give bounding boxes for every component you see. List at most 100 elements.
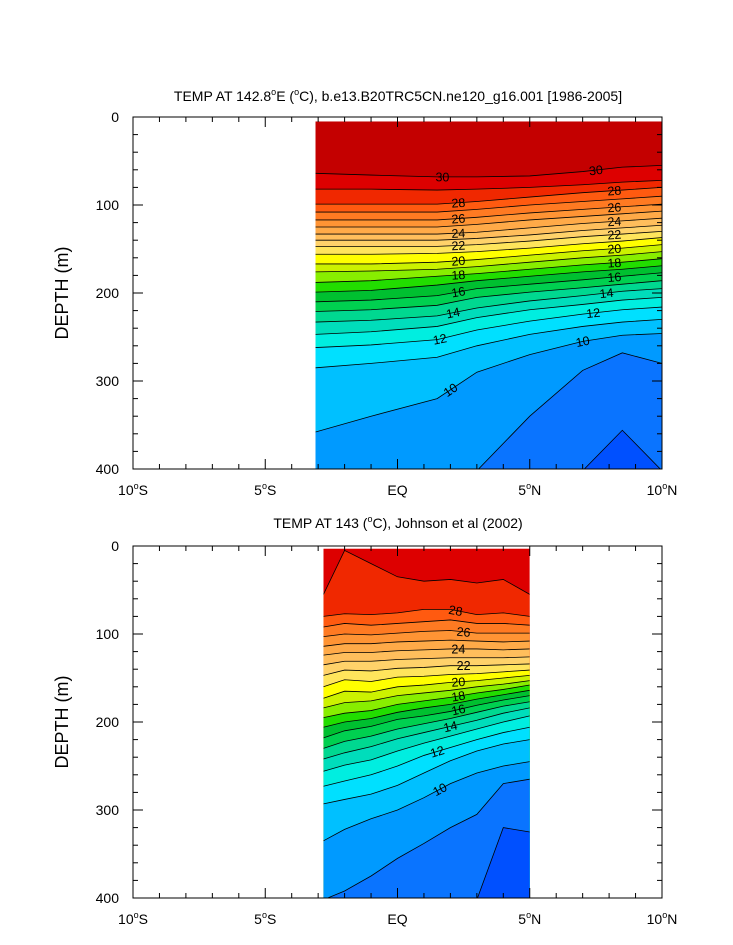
contour-label: 22 — [457, 659, 471, 673]
isotherm-line — [315, 306, 662, 348]
isotherm-line — [315, 195, 662, 213]
contour-label: 28 — [448, 603, 464, 619]
isotherm-line — [323, 680, 530, 709]
isotherm-line — [315, 217, 662, 235]
contour-label: 10 — [441, 381, 460, 400]
x-tick-label: 10oN — [647, 481, 678, 498]
panel-title: TEMP AT 142.8oE (oC), b.e13.B20TRC5CN.ne… — [174, 87, 622, 104]
contour-label: 22 — [607, 228, 622, 243]
isotherm-line — [326, 778, 530, 898]
contour-label: 24 — [607, 214, 622, 229]
y-axis-label: DEPTH (m) — [52, 247, 72, 340]
isotherm-line — [315, 272, 662, 303]
contour-label: 22 — [451, 239, 466, 254]
contour-label: 12 — [432, 331, 448, 347]
contour-label: 30 — [588, 163, 603, 178]
isotherm-line — [315, 280, 662, 312]
isotherm-line — [315, 319, 662, 369]
x-tick-label: 5oS — [254, 910, 276, 927]
contour-label: 12 — [586, 306, 601, 321]
isotherm-line — [323, 695, 530, 739]
contour-label: 24 — [451, 226, 466, 241]
isotherm-line — [323, 684, 530, 718]
isotherm-line — [315, 288, 662, 323]
x-tick-label: 10oS — [118, 481, 148, 498]
y-tick-label: 400 — [96, 890, 120, 906]
x-tick-label: 5oN — [518, 910, 541, 927]
y-tick-label: 200 — [96, 285, 120, 301]
x-tick-label: 10oN — [647, 910, 678, 927]
panel-title: TEMP AT 143 (oC), Johnson et al (2002) — [273, 514, 522, 531]
isotherm-line — [583, 429, 661, 470]
contour-label: 30 — [435, 170, 449, 184]
isotherm-line — [323, 648, 530, 656]
fill-band — [323, 779, 530, 898]
isotherm-line — [323, 656, 530, 666]
isotherm-line — [323, 715, 530, 772]
y-tick-label: 300 — [96, 373, 120, 389]
isotherm-line — [323, 726, 530, 787]
contour-label: 14 — [445, 305, 461, 321]
fill-band — [315, 352, 662, 470]
isotherm-line — [323, 739, 530, 805]
isotherm-line — [477, 827, 530, 898]
fill-band — [323, 827, 530, 898]
y-axis-label: DEPTH (m) — [52, 676, 72, 769]
contour-label: 16 — [450, 284, 466, 300]
y-tick-label: 300 — [96, 802, 120, 818]
x-tick-label: 10oS — [118, 910, 148, 927]
contour-label: 14 — [442, 718, 459, 735]
y-tick-label: 100 — [96, 626, 120, 642]
isotherm-line — [323, 689, 530, 728]
contour-label: 26 — [607, 200, 622, 215]
plot-area: 30 30282826262424222220201818161614141212… — [96, 109, 678, 498]
contour-label: 20 — [607, 242, 622, 257]
isotherm-line — [323, 761, 530, 842]
isotherm-line — [315, 203, 662, 221]
isotherm-line — [315, 333, 662, 433]
y-tick-label: 200 — [96, 714, 120, 730]
contour-label: 18 — [451, 268, 466, 283]
isotherm-line — [323, 669, 530, 688]
y-tick-label: 0 — [111, 109, 119, 125]
fill-band — [315, 430, 662, 470]
y-tick-label: 0 — [111, 538, 119, 554]
isotherm-line — [315, 297, 662, 335]
isotherm-line — [315, 265, 662, 293]
model-temperature-panel: TEMP AT 142.8oE (oC), b.e13.B20TRC5CN.ne… — [52, 87, 677, 498]
contour-label: 14 — [599, 286, 614, 301]
x-tick-label: EQ — [387, 911, 407, 927]
isotherm-line — [315, 258, 662, 283]
contour-label: 20 — [451, 675, 466, 690]
isotherm-line — [323, 663, 530, 676]
observed-temperature-panel: TEMP AT 143 (oC), Johnson et al (2002) 2… — [52, 514, 677, 927]
x-tick-label: 5oS — [254, 481, 276, 498]
isotherm-line — [315, 224, 662, 241]
isotherm-line — [315, 179, 662, 191]
contour-label: 16 — [450, 702, 467, 719]
isotherm-line — [315, 210, 662, 228]
line-group — [323, 549, 530, 898]
y-tick-label: 400 — [96, 461, 120, 477]
isotherm-line — [315, 251, 662, 273]
isotherm-line — [323, 674, 530, 699]
x-tick-label: 5oN — [518, 481, 541, 498]
isotherm-line — [323, 619, 530, 628]
isotherm-line — [323, 608, 530, 617]
isotherm-line — [477, 352, 662, 470]
isotherm-line — [315, 244, 662, 265]
contour-label: 28 — [607, 184, 622, 199]
contour-label: 10 — [431, 780, 450, 799]
contour-label: 10 — [575, 334, 591, 350]
isotherm-line — [323, 701, 530, 749]
y-tick-label: 100 — [96, 197, 120, 213]
isotherm-line — [315, 187, 662, 205]
contour-label: 18 — [450, 688, 466, 704]
fill-group — [323, 548, 530, 898]
contour-label: 28 — [451, 196, 466, 211]
isotherm-line — [315, 165, 662, 178]
line-group — [315, 165, 662, 470]
x-tick-label: EQ — [387, 482, 407, 498]
